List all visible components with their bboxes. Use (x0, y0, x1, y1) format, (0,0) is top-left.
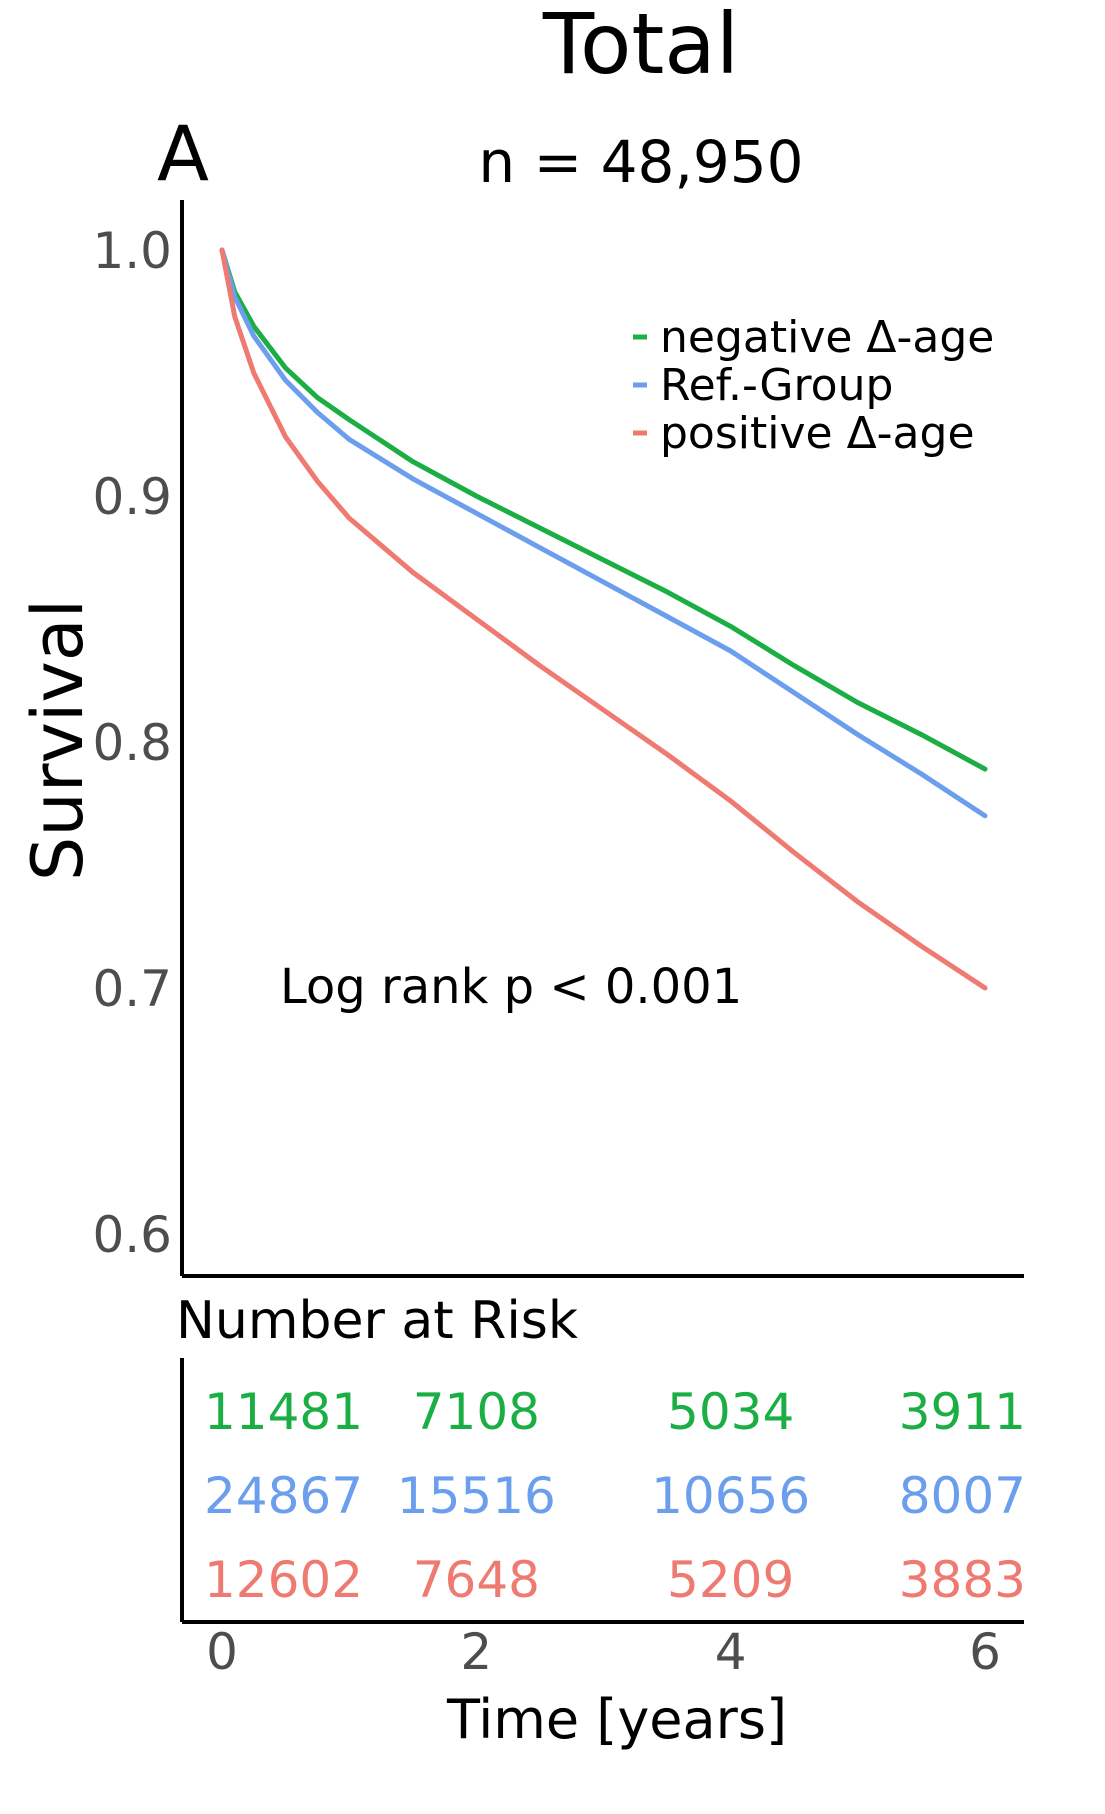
risk-count: 12602 (204, 1551, 363, 1609)
risk-count: 7108 (413, 1383, 540, 1441)
x-tick-label: 4 (715, 1623, 747, 1681)
x-tick-label: 2 (460, 1623, 492, 1681)
risk-table-title: Number at Risk (176, 1291, 578, 1351)
risk-count: 10656 (651, 1467, 810, 1525)
x-tick-label: 0 (206, 1623, 238, 1681)
x-axis-ticks: 0 2 4 6 (206, 1623, 1001, 1681)
survival-curve (219, 247, 988, 772)
y-axis-ticks: 0.6 0.7 0.8 0.9 1.0 (92, 222, 172, 1264)
x-axis-title: Time [years] (446, 1688, 787, 1751)
log-rank-annotation: Log rank p < 0.001 (280, 959, 742, 1015)
y-axis-title-group: Survival (17, 599, 99, 881)
risk-count: 8007 (899, 1467, 1026, 1525)
risk-count: 15516 (397, 1467, 556, 1525)
chart-subtitle: n = 48,950 (478, 128, 803, 196)
risk-count: 3883 (899, 1551, 1026, 1609)
risk-count: 11481 (204, 1383, 363, 1441)
y-tick-label: 0.9 (92, 468, 172, 526)
risk-count: 3911 (899, 1383, 1026, 1441)
legend-label: positive Δ-age (660, 408, 975, 459)
survival-curves (219, 247, 988, 991)
risk-count: 5034 (667, 1383, 794, 1441)
risk-count: 7648 (413, 1551, 540, 1609)
y-tick-label: 0.7 (92, 960, 172, 1018)
survival-curve (219, 247, 988, 819)
risk-count: 24867 (204, 1467, 363, 1525)
risk-table: 11481 7108 5034 3911 24867 15516 10656 8007 1260… (204, 1383, 1026, 1609)
y-tick-label: 0.8 (92, 714, 172, 772)
y-tick-label: 0.6 (92, 1206, 172, 1264)
panel-letter: A (157, 109, 209, 198)
risk-count: 5209 (667, 1551, 794, 1609)
x-tick-label: 6 (969, 1623, 1001, 1681)
legend-label: Ref.-Group (660, 360, 893, 411)
y-tick-label: 1.0 (92, 222, 172, 280)
y-axis-title: Survival (17, 599, 99, 881)
legend-label: negative Δ-age (660, 312, 994, 363)
chart-title: Total (542, 0, 739, 93)
survival-curve (219, 247, 988, 991)
